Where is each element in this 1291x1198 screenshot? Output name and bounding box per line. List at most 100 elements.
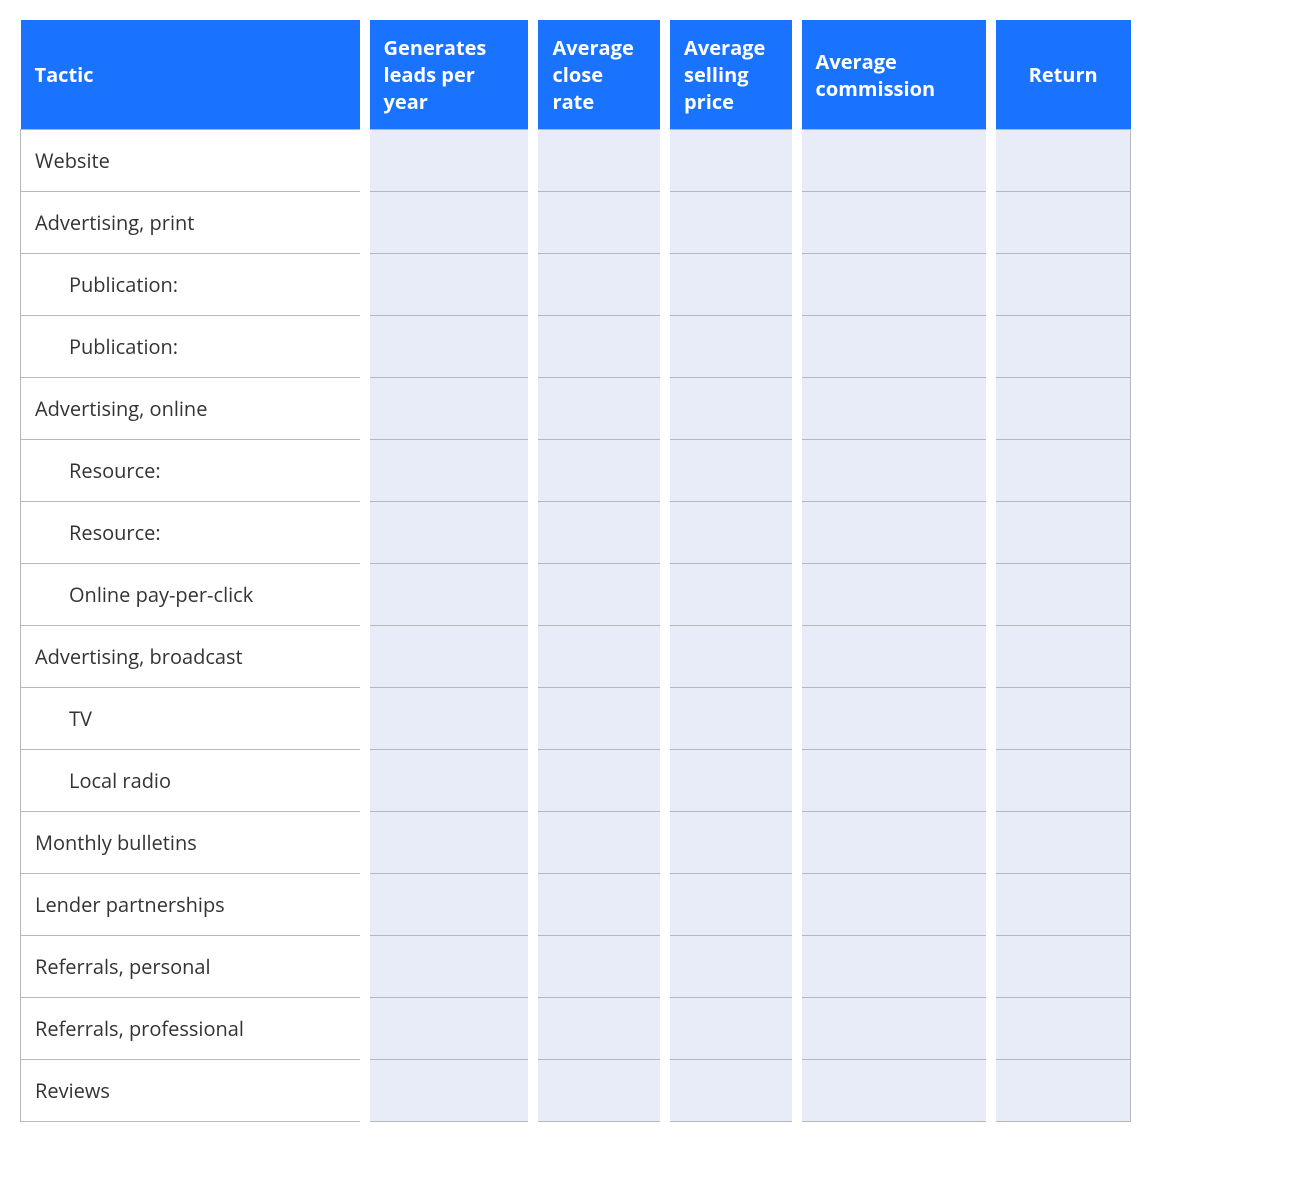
cell-return[interactable] <box>991 998 1131 1060</box>
cell-close[interactable] <box>533 440 665 502</box>
table-row: Online pay-per-click <box>21 564 1131 626</box>
table-row: TV <box>21 688 1131 750</box>
table-row: Reviews <box>21 1060 1131 1122</box>
cell-leads[interactable] <box>365 1060 534 1122</box>
cell-leads[interactable] <box>365 316 534 378</box>
cell-return[interactable] <box>991 130 1131 192</box>
cell-price[interactable] <box>665 998 797 1060</box>
cell-comm[interactable] <box>797 440 991 502</box>
cell-comm[interactable] <box>797 564 991 626</box>
cell-leads[interactable] <box>365 998 534 1060</box>
cell-comm[interactable] <box>797 874 991 936</box>
cell-comm[interactable] <box>797 936 991 998</box>
cell-price[interactable] <box>665 688 797 750</box>
cell-price[interactable] <box>665 812 797 874</box>
cell-leads[interactable] <box>365 874 534 936</box>
cell-price[interactable] <box>665 564 797 626</box>
tactics-roi-table: Tactic Generates leads per year Average … <box>20 20 1131 1122</box>
cell-price[interactable] <box>665 936 797 998</box>
tactic-label: Resource: <box>21 502 365 564</box>
tactic-label: Publication: <box>21 254 365 316</box>
cell-leads[interactable] <box>365 254 534 316</box>
cell-close[interactable] <box>533 998 665 1060</box>
cell-return[interactable] <box>991 192 1131 254</box>
cell-leads[interactable] <box>365 626 534 688</box>
cell-comm[interactable] <box>797 316 991 378</box>
cell-leads[interactable] <box>365 378 534 440</box>
cell-return[interactable] <box>991 874 1131 936</box>
tactic-label: Lender partnerships <box>21 874 365 936</box>
col-price: Average selling price <box>665 20 797 130</box>
cell-leads[interactable] <box>365 750 534 812</box>
cell-comm[interactable] <box>797 998 991 1060</box>
cell-price[interactable] <box>665 378 797 440</box>
cell-close[interactable] <box>533 874 665 936</box>
cell-close[interactable] <box>533 812 665 874</box>
cell-close[interactable] <box>533 688 665 750</box>
cell-price[interactable] <box>665 130 797 192</box>
cell-close[interactable] <box>533 1060 665 1122</box>
cell-comm[interactable] <box>797 812 991 874</box>
cell-return[interactable] <box>991 688 1131 750</box>
cell-return[interactable] <box>991 750 1131 812</box>
cell-comm[interactable] <box>797 254 991 316</box>
cell-price[interactable] <box>665 440 797 502</box>
cell-comm[interactable] <box>797 750 991 812</box>
cell-leads[interactable] <box>365 936 534 998</box>
cell-leads[interactable] <box>365 812 534 874</box>
cell-return[interactable] <box>991 440 1131 502</box>
cell-leads[interactable] <box>365 130 534 192</box>
cell-leads[interactable] <box>365 440 534 502</box>
cell-price[interactable] <box>665 192 797 254</box>
cell-comm[interactable] <box>797 192 991 254</box>
tactic-label: Advertising, online <box>21 378 365 440</box>
cell-price[interactable] <box>665 316 797 378</box>
cell-close[interactable] <box>533 254 665 316</box>
cell-return[interactable] <box>991 502 1131 564</box>
cell-close[interactable] <box>533 750 665 812</box>
cell-close[interactable] <box>533 192 665 254</box>
cell-leads[interactable] <box>365 564 534 626</box>
cell-comm[interactable] <box>797 130 991 192</box>
cell-close[interactable] <box>533 130 665 192</box>
tactic-label: Monthly bulletins <box>21 812 365 874</box>
cell-comm[interactable] <box>797 502 991 564</box>
cell-return[interactable] <box>991 254 1131 316</box>
cell-close[interactable] <box>533 626 665 688</box>
cell-return[interactable] <box>991 316 1131 378</box>
cell-price[interactable] <box>665 1060 797 1122</box>
cell-price[interactable] <box>665 874 797 936</box>
tactics-roi-table-wrap: Tactic Generates leads per year Average … <box>20 20 1131 1122</box>
cell-leads[interactable] <box>365 502 534 564</box>
tactic-label: Resource: <box>21 440 365 502</box>
tactic-label: Referrals, professional <box>21 998 365 1060</box>
cell-price[interactable] <box>665 626 797 688</box>
cell-close[interactable] <box>533 316 665 378</box>
cell-return[interactable] <box>991 564 1131 626</box>
cell-close[interactable] <box>533 564 665 626</box>
cell-comm[interactable] <box>797 626 991 688</box>
cell-close[interactable] <box>533 936 665 998</box>
cell-leads[interactable] <box>365 192 534 254</box>
tactic-label: Advertising, print <box>21 192 365 254</box>
cell-return[interactable] <box>991 1060 1131 1122</box>
table-body: WebsiteAdvertising, printPublication:Pub… <box>21 130 1131 1122</box>
cell-return[interactable] <box>991 812 1131 874</box>
cell-comm[interactable] <box>797 378 991 440</box>
cell-close[interactable] <box>533 502 665 564</box>
cell-return[interactable] <box>991 936 1131 998</box>
cell-return[interactable] <box>991 378 1131 440</box>
cell-leads[interactable] <box>365 688 534 750</box>
table-row: Advertising, print <box>21 192 1131 254</box>
cell-comm[interactable] <box>797 688 991 750</box>
cell-price[interactable] <box>665 502 797 564</box>
table-row: Publication: <box>21 316 1131 378</box>
cell-price[interactable] <box>665 254 797 316</box>
table-row: Resource: <box>21 440 1131 502</box>
tactic-label: Publication: <box>21 316 365 378</box>
table-row: Publication: <box>21 254 1131 316</box>
cell-comm[interactable] <box>797 1060 991 1122</box>
cell-price[interactable] <box>665 750 797 812</box>
cell-return[interactable] <box>991 626 1131 688</box>
cell-close[interactable] <box>533 378 665 440</box>
